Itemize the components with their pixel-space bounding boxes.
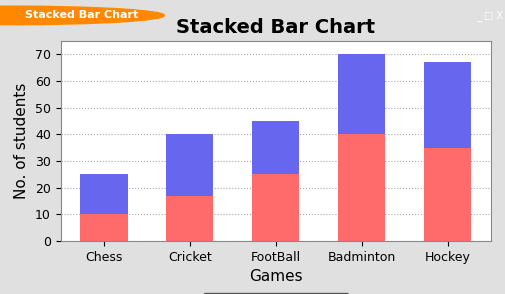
Bar (337, 134, 385, 241)
Bar (423, 148, 470, 241)
Bar (80, 174, 127, 214)
Bar (251, 174, 299, 241)
Bar (251, 121, 299, 174)
Bar (423, 63, 470, 148)
X-axis label: Games: Games (248, 269, 302, 284)
Bar (166, 134, 213, 196)
Text: _ □ X: _ □ X (475, 10, 501, 21)
Bar (166, 196, 213, 241)
Bar (80, 214, 127, 241)
Bar (337, 54, 385, 134)
Circle shape (0, 6, 164, 25)
Text: Stacked Bar Chart: Stacked Bar Chart (25, 10, 138, 21)
Title: Stacked Bar Chart: Stacked Bar Chart (176, 18, 375, 37)
Y-axis label: No. of students: No. of students (15, 83, 29, 199)
Legend: Girls, Boys: Girls, Boys (203, 293, 348, 294)
